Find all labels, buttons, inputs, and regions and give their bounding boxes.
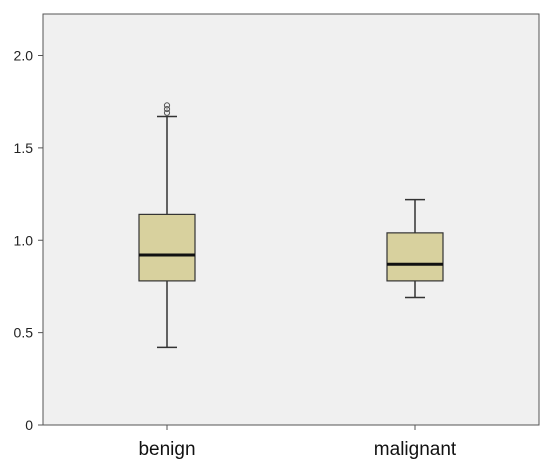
- y-axis: 0 0.5 1.0 1.5 2.0: [14, 48, 43, 433]
- x-axis: benign malignant: [138, 425, 457, 460]
- box-iqr: [138, 213, 196, 282]
- y-tick-label: 1.0: [14, 232, 34, 248]
- box-benign: [138, 102, 196, 349]
- outlier-point: [163, 109, 171, 116]
- y-tick-label: 1.5: [14, 140, 34, 156]
- box-malignant: [386, 198, 444, 299]
- y-tick-label: 2.0: [14, 48, 34, 64]
- outlier-point: [163, 105, 171, 113]
- plot-area: [43, 14, 539, 425]
- box-iqr: [386, 232, 444, 282]
- y-tick-label: 0: [25, 417, 33, 433]
- category-label-benign: benign: [138, 439, 195, 460]
- plot-frame: [42, 13, 540, 426]
- box-series: [138, 102, 444, 349]
- y-tick-label: 0.5: [14, 325, 34, 341]
- category-label-malignant: malignant: [374, 439, 457, 460]
- outlier-point: [163, 102, 171, 109]
